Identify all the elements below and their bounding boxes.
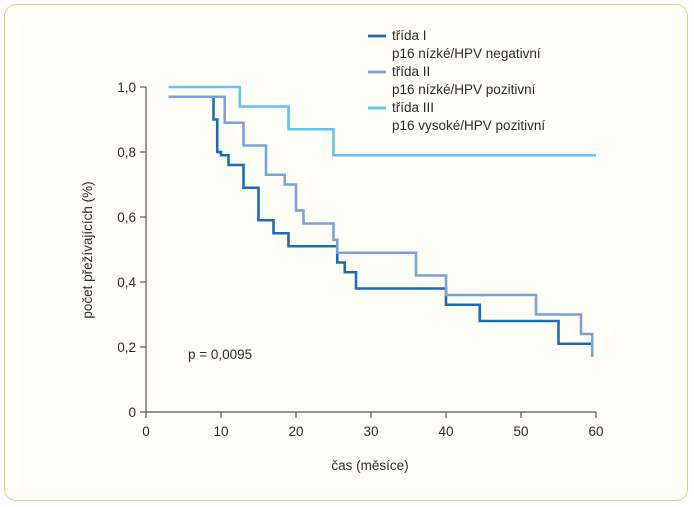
axes: 0 10 20 30 40 50 60 0 0,2 0,4 0,6 0,8 1,0	[117, 80, 603, 439]
x-tick-label: 50	[513, 424, 528, 439]
y-tick-label: 1,0	[117, 80, 136, 95]
x-tick-label: 0	[142, 424, 150, 439]
p-value-annotation: p = 0,0095	[188, 347, 252, 362]
y-tick-label: 0	[128, 405, 136, 420]
legend-series-name: třída I	[392, 28, 427, 43]
y-tick-label: 0,4	[117, 275, 136, 290]
y-tick-label: 0,6	[117, 210, 136, 225]
y-axis-label: počet přežívajících (%)	[80, 181, 95, 318]
y-tick-label: 0,2	[117, 340, 136, 355]
legend-series-subtitle: p16 nízké/HPV pozitivní	[392, 82, 536, 97]
legend-series-name: třída II	[392, 64, 430, 79]
series-line-trida-1	[168, 95, 593, 346]
series-line-trida-2	[168, 95, 594, 357]
x-tick-label: 40	[438, 424, 453, 439]
y-tick-label: 0,8	[117, 145, 136, 160]
legend-series-subtitle: p16 vysoké/HPV pozitivní	[392, 118, 545, 133]
series-line-trida-3	[168, 85, 596, 157]
x-tick-label: 20	[288, 424, 303, 439]
legend: třída I p16 nízké/HPV negativní třída II p1…	[368, 28, 545, 133]
x-tick-label: 10	[213, 424, 228, 439]
series-group	[168, 85, 596, 357]
x-tick-label: 30	[363, 424, 378, 439]
legend-series-subtitle: p16 nízké/HPV negativní	[392, 46, 541, 61]
x-axis-label: čas (měsíce)	[331, 458, 408, 473]
x-tick-label: 60	[588, 424, 603, 439]
legend-series-name: třída III	[392, 100, 434, 115]
